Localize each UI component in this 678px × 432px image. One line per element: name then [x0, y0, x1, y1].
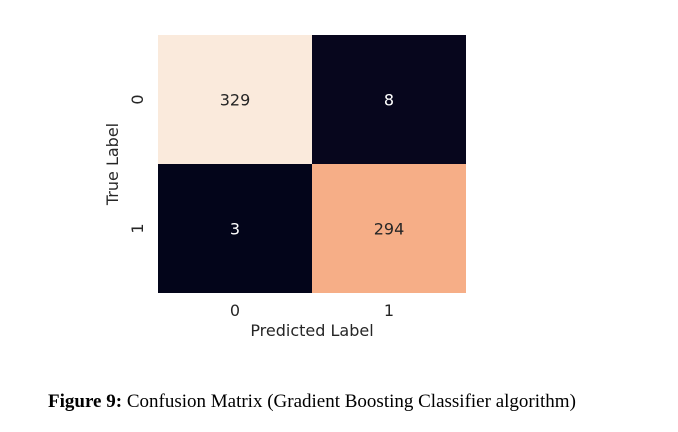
heatmap-cell-r1-c0 [158, 164, 312, 293]
figure-number: Figure 9: [48, 391, 123, 412]
cell-value-r1-c1: 294 [374, 220, 405, 239]
heatmap-cell-r0-c1 [312, 35, 466, 164]
figure-caption: Figure 9: Confusion Matrix (Gradient Boo… [48, 391, 576, 413]
heatmap-cell-r1-c1 [312, 164, 466, 293]
heatmap-cells [158, 35, 466, 293]
x-tick-label: 1 [384, 301, 394, 320]
y-axis-label: True Label [103, 123, 122, 206]
heatmap-cell-r0-c0 [158, 35, 312, 164]
y-tick-label: 1 [128, 223, 147, 233]
figure-caption-text: Confusion Matrix (Gradient Boosting Clas… [122, 391, 576, 412]
x-axis-label: Predicted Label [250, 321, 373, 340]
y-tick-label: 0 [128, 94, 147, 104]
x-tick-label: 0 [230, 301, 240, 320]
cell-value-r0-c0: 329 [220, 91, 251, 110]
y-axis-ticks: 01 [128, 94, 147, 233]
cell-value-r0-c1: 8 [384, 91, 394, 110]
heatmap-cell-labels: 329 8 3 294 [220, 91, 405, 239]
cell-value-r1-c0: 3 [230, 220, 240, 239]
